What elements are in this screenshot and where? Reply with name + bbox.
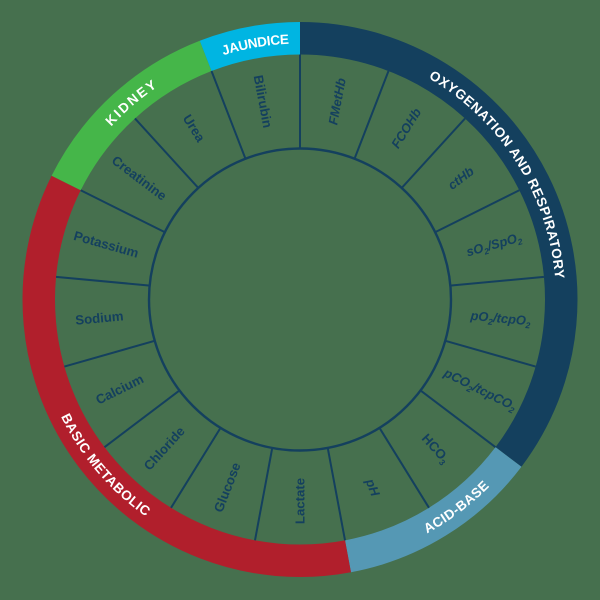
svg-text:HCO3​: HCO3​: [417, 431, 453, 468]
svg-text:pO2​/tcpO2​: pO2​/tcpO2​: [469, 308, 532, 331]
svg-text:Chloride: Chloride: [141, 424, 188, 474]
svg-text:sO2​/SpO2​: sO2​/SpO2​: [464, 229, 524, 261]
svg-text:BASIC METABOLIC: BASIC METABOLIC: [58, 411, 153, 519]
svg-text:FCOHb: FCOHb: [388, 105, 424, 151]
svg-text:ctHb: ctHb: [445, 163, 477, 192]
svg-text:Potassium: Potassium: [72, 228, 140, 261]
svg-text:Bilirubin: Bilirubin: [251, 74, 276, 129]
svg-text:Lactate: Lactate: [293, 478, 308, 524]
svg-text:Calcium: Calcium: [93, 371, 146, 407]
svg-text:Glucose: Glucose: [211, 460, 244, 514]
svg-text:FMetHb: FMetHb: [325, 77, 348, 126]
svg-text:Creatinine: Creatinine: [109, 153, 170, 204]
svg-text:pCO2​/tcpCO2​: pCO2​/tcpCO2​: [440, 365, 519, 416]
svg-text:Urea: Urea: [180, 112, 209, 145]
svg-text:pH: pH: [362, 476, 383, 499]
svg-text:Sodium: Sodium: [75, 308, 125, 327]
